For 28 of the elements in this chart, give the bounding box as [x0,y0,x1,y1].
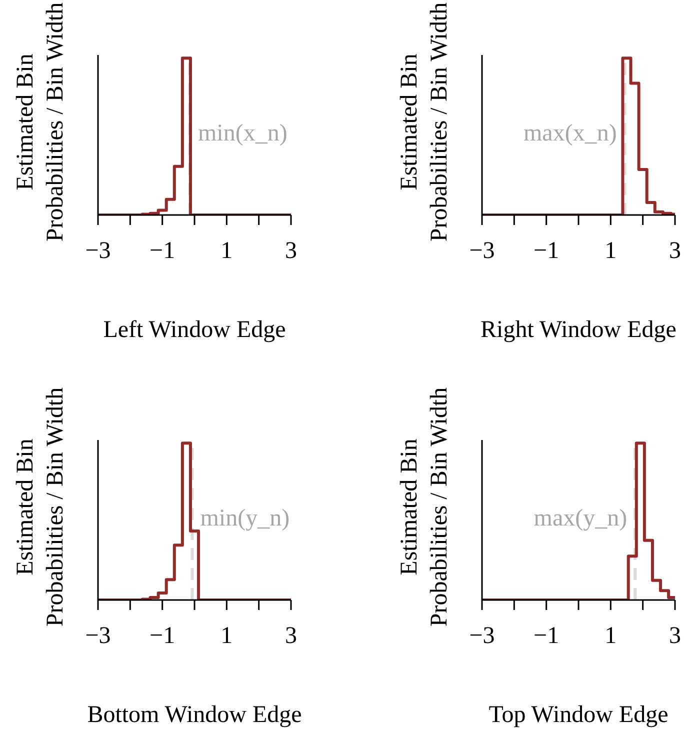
x-tick-label: −3 [469,623,495,650]
x-tick-label: 3 [669,623,681,650]
x-tick-label: 1 [220,623,233,650]
x-axis-title: Bottom Window Edge [87,702,302,728]
x-tick-label: 3 [285,623,297,650]
x-tick-label: −3 [469,238,495,264]
x-tick-label: −1 [534,238,560,264]
x-tick-label: −3 [85,238,111,264]
x-tick-label: −3 [85,623,111,650]
ref-line-label: max(x_n) [524,120,617,147]
x-tick-label: −1 [534,623,560,650]
x-axis-title: Top Window Edge [488,702,668,728]
y-axis-title: Estimated Bin Probabilities / Bin Width [11,1,69,244]
x-tick-label: −1 [150,623,176,650]
x-tick-label: 1 [220,238,233,264]
y-axis-title: Estimated Bin Probabilities / Bin Width [11,386,69,629]
ref-line-label: min(x_n) [198,120,288,147]
x-tick-label: 3 [669,238,681,264]
x-tick-label: 1 [604,238,617,264]
x-axis-title: Left Window Edge [103,317,286,343]
y-axis-title: Estimated Bin Probabilities / Bin Width [395,386,453,629]
y-axis-title: Estimated Bin Probabilities / Bin Width [395,1,453,244]
ref-line-label: min(y_n) [200,506,290,532]
x-axis-title: Right Window Edge [480,317,676,343]
x-tick-label: −1 [150,238,176,264]
x-tick-label: 3 [285,238,297,264]
ref-line-label: max(y_n) [534,506,628,532]
x-tick-label: 1 [604,623,617,650]
